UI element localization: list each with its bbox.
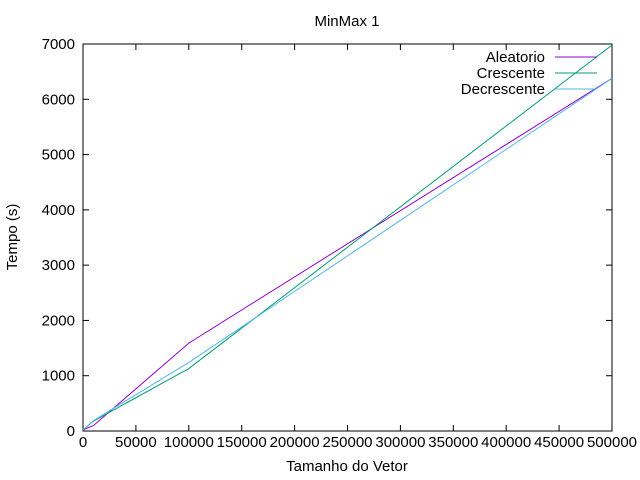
y-tick-label: 0 <box>67 423 75 440</box>
y-axis: 0 1000 2000 3000 4000 5000 6000 7000 <box>42 36 612 440</box>
legend-label: Crescente <box>477 65 545 82</box>
y-axis-label: Tempo (s) <box>4 204 21 271</box>
x-axis-label: Tamanho do Vetor <box>286 458 408 475</box>
series-line-crescente <box>82 44 613 431</box>
x-tick-label: 500000 <box>587 434 637 451</box>
y-tick-label: 6000 <box>42 91 75 108</box>
x-tick-label: 150000 <box>217 434 267 451</box>
legend-label: Decrescente <box>461 81 545 98</box>
y-tick-label: 7000 <box>42 36 75 53</box>
series-line-decrescente <box>82 77 613 431</box>
x-axis: 0 50000 100000 150000 200000 250000 300000 3500… <box>79 44 637 451</box>
y-tick-label: 3000 <box>42 257 75 274</box>
x-tick-label: 100000 <box>164 434 214 451</box>
y-tick-label: 4000 <box>42 202 75 219</box>
x-tick-label: 450000 <box>534 434 584 451</box>
x-tick-label: 50000 <box>115 434 157 451</box>
x-tick-label: 300000 <box>375 434 425 451</box>
y-tick-label: 5000 <box>42 147 75 164</box>
series-line-aleatorio <box>82 77 613 431</box>
series-layer <box>82 44 613 431</box>
y-tick-label: 1000 <box>42 368 75 385</box>
y-tick-label: 2000 <box>42 312 75 329</box>
x-tick-label: 350000 <box>428 434 478 451</box>
x-tick-label: 200000 <box>270 434 320 451</box>
legend-label: Aleatorio <box>486 49 545 66</box>
x-tick-label: 250000 <box>322 434 372 451</box>
x-tick-label: 0 <box>79 434 87 451</box>
chart-title: MinMax 1 <box>314 13 379 30</box>
plot-area <box>82 43 613 432</box>
x-tick-label: 400000 <box>481 434 531 451</box>
